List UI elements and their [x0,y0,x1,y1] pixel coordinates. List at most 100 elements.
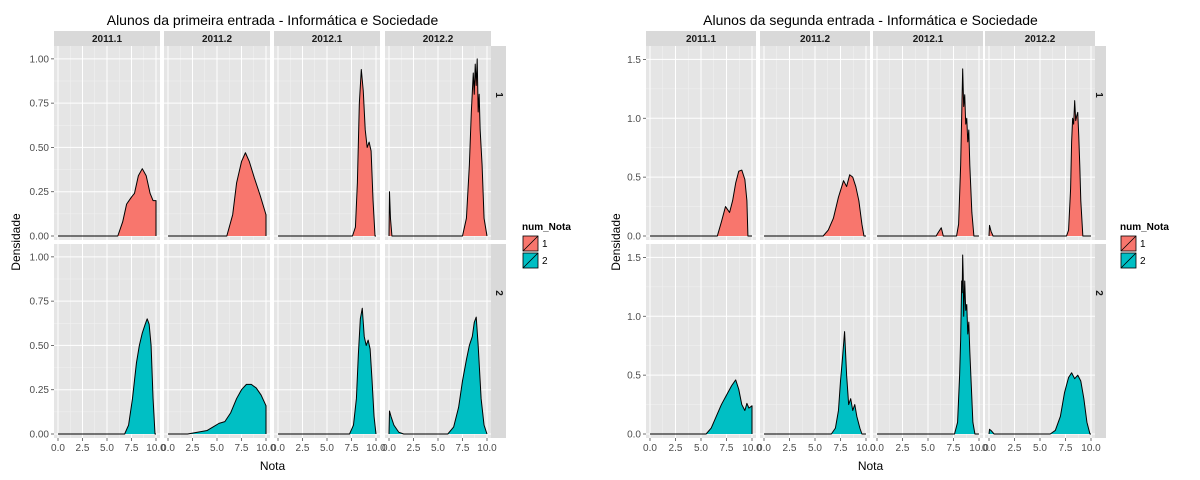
row-strip-label: 2 [493,290,504,296]
row-strip [491,244,506,438]
facet-panel: 0.0 2.5 5.0 7.5 10.0 [757,244,876,454]
y-tick-label: 0.00 [30,232,50,243]
x-tick-label: 2.5 [1008,443,1022,454]
facet-panel: 0.0 2.5 5.0 7.5 10.0 [51,244,166,454]
density-area-2011.2-row-1 [764,174,866,237]
density-area-2011.1-row-1 [650,169,752,237]
x-tick-label: 5.0 [808,443,822,454]
facet-panel [54,46,160,240]
y-tick-label: 0.5 [627,173,641,184]
row-strip-label: 2 [1093,290,1104,296]
y-tick-label: 0.50 [30,341,50,352]
facet-panel [760,46,870,240]
legend-key-slash [522,252,539,269]
chart-title: Alunos da segunda entrada - Informática … [703,12,1038,28]
x-tick-label: 5.0 [320,443,334,454]
density-area-2012.2-row-1 [388,58,488,237]
facet-panel [164,46,270,240]
y-tick-label: 0.0 [627,430,641,441]
x-tick-label: 10.0 [969,443,989,454]
column-strip-label: 2012.1 [913,34,944,45]
y-tick-label: 0.50 [30,143,50,154]
column-strip-label: 2011.1 [92,34,122,45]
column-strip-label: 2011.2 [202,34,232,45]
x-tick-label: 0.0 [51,443,65,454]
x-tick-label: 0.0 [382,443,396,454]
x-tick-label: 2.5 [669,443,683,454]
column-strip [164,31,270,46]
y-tick-label: 0.25 [30,187,50,198]
x-tick-label: 10.0 [366,443,386,454]
facet-panel: 0.0 2.5 5.0 7.5 10.0 [643,244,762,454]
legend-key-slash [1120,235,1137,252]
x-tick-label: 0.0 [757,443,771,454]
facet-panel: 0.0 2.5 5.0 7.5 10.0 [982,244,1101,454]
column-strip [873,31,983,46]
density-area-2011.2-row-1 [168,152,267,237]
density-area-2012.1-row-2 [278,307,377,435]
column-strip-label: 2012.2 [1025,34,1056,45]
column-strip [985,31,1095,46]
y-tick-label: 1.00 [30,54,50,65]
density-area-2012.1-row-2 [877,254,979,435]
x-tick-label: 0.0 [982,443,996,454]
y-tick-label: 1.0 [627,312,641,323]
y-tick-label: 0.0 [627,232,641,243]
facet-panel [646,46,756,240]
y-axis-label: Densidade [609,213,623,271]
x-tick-label: 7.5 [345,443,359,454]
column-strip-label: 2012.2 [423,34,454,45]
legend: num_Nota 1 2 [1119,222,1169,270]
x-tick-label: 2.5 [186,443,200,454]
x-tick-label: 5.0 [1033,443,1047,454]
legend-entry: 1 [1140,239,1146,250]
y-tick-label: 0.75 [30,297,50,308]
column-strip [274,31,380,46]
x-tick-label: 7.5 [235,443,249,454]
legend-key-slash [1120,252,1137,269]
facet-panel: 0.0 2.5 5.0 7.5 10.0 [161,244,276,454]
y-tick-label: 0.75 [30,99,50,110]
x-tick-label: 0.0 [870,443,884,454]
column-strip-label: 2011.2 [800,34,830,45]
density-area-2012.2-row-2 [988,372,1091,435]
x-tick-label: 10.0 [256,443,276,454]
row-strip-label: 1 [493,92,504,98]
chart-2: Alunos da segunda entrada - Informática … [609,12,1169,473]
density-area-2012.1-row-1 [877,68,979,237]
row-strip [491,46,506,240]
facet-panel: 0.0 2.5 5.0 7.5 10.0 [271,244,386,454]
x-tick-label: 7.5 [456,443,470,454]
density-area-2011.2-row-2 [168,383,267,435]
x-tick-label: 7.5 [834,443,848,454]
x-tick-label: 2.5 [296,443,310,454]
column-strip [760,31,870,46]
facet-panel [873,46,983,240]
x-tick-label: 7.5 [125,443,139,454]
legend-title: num_Nota [522,222,571,233]
density-area-2011.2-row-2 [764,331,866,435]
x-axis-label: Nota [858,459,884,473]
column-strip-label: 2011.1 [686,34,716,45]
x-tick-label: 10.0 [146,443,166,454]
y-tick-label: 0.25 [30,385,50,396]
x-tick-label: 7.5 [1059,443,1073,454]
x-axis-label: Nota [260,459,286,473]
x-tick-label: 10.0 [477,443,497,454]
x-tick-label: 2.5 [407,443,421,454]
column-strip [54,31,160,46]
x-tick-label: 5.0 [431,443,445,454]
row-strip-label: 1 [1093,92,1104,98]
x-tick-label: 2.5 [783,443,797,454]
x-tick-label: 10.0 [856,443,876,454]
density-area-2012.2-row-1 [988,100,1091,237]
density-area-2012.2-row-2 [388,316,488,435]
facet-panel [985,46,1095,240]
x-tick-label: 7.5 [720,443,734,454]
column-strip [646,31,756,46]
density-area-2011.1-row-2 [58,318,156,435]
y-tick-label: 1.0 [627,114,641,125]
y-axis-label: Densidade [9,213,23,271]
